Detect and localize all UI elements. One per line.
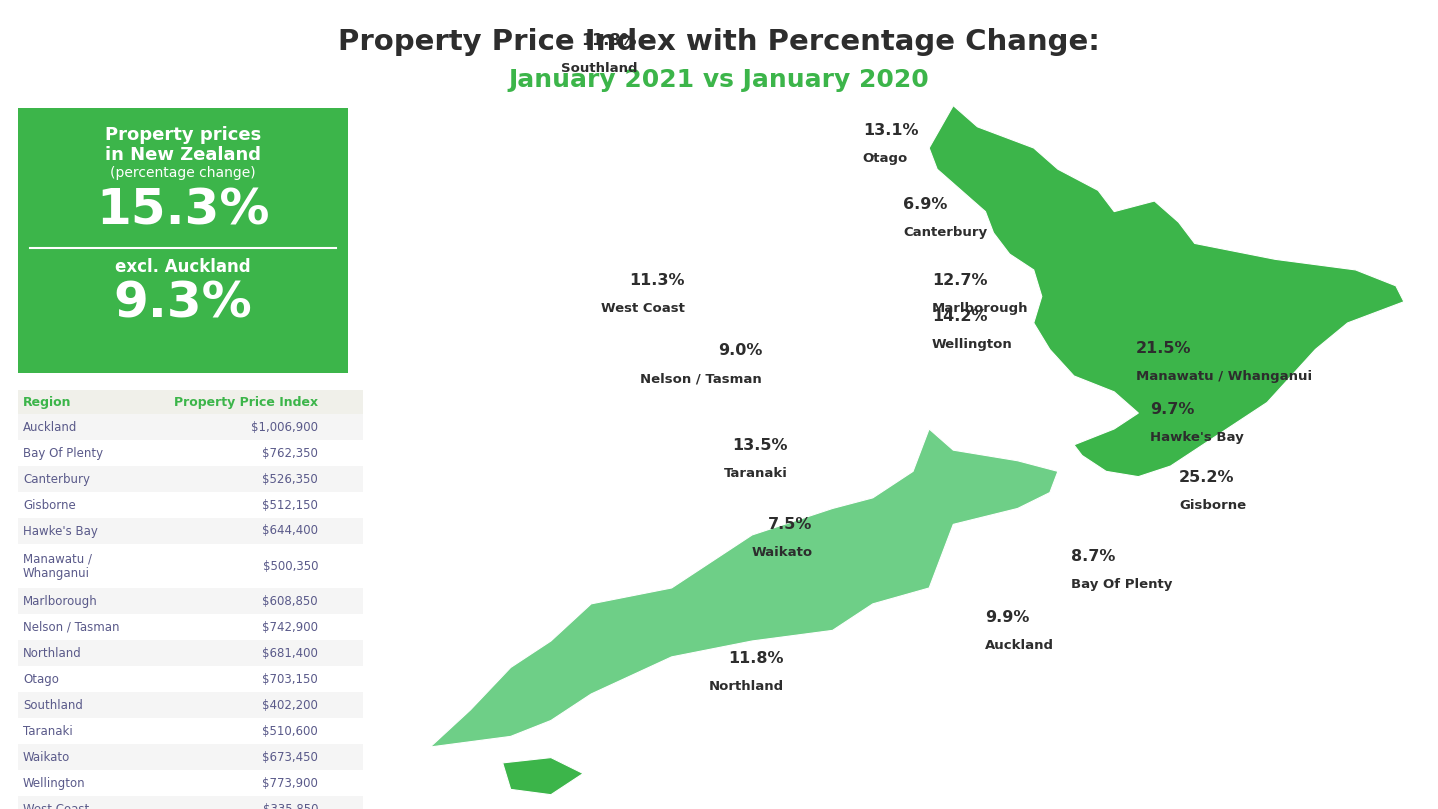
Text: 9.7%: 9.7% (1150, 402, 1195, 417)
Text: Northland: Northland (23, 646, 82, 659)
Text: Otago: Otago (863, 152, 907, 165)
FancyBboxPatch shape (19, 666, 362, 693)
FancyBboxPatch shape (19, 718, 362, 744)
Text: Marlborough: Marlborough (932, 302, 1028, 315)
Text: 15.3%: 15.3% (96, 186, 270, 234)
FancyBboxPatch shape (19, 390, 362, 414)
Text: Wellington: Wellington (932, 338, 1012, 351)
Text: $510,600: $510,600 (262, 725, 318, 738)
Text: $762,350: $762,350 (262, 447, 318, 460)
Text: Canterbury: Canterbury (903, 226, 988, 239)
Text: Northland: Northland (709, 680, 784, 693)
FancyBboxPatch shape (19, 614, 362, 640)
Text: $703,150: $703,150 (262, 673, 318, 686)
Text: West Coast: West Coast (23, 803, 89, 809)
FancyBboxPatch shape (19, 744, 362, 770)
Text: $681,400: $681,400 (262, 646, 318, 659)
Text: Wellington: Wellington (23, 777, 86, 790)
Text: 14.2%: 14.2% (932, 309, 988, 324)
Text: in New Zealand: in New Zealand (105, 146, 262, 164)
Text: Southland: Southland (23, 699, 83, 712)
Text: 9.0%: 9.0% (718, 343, 762, 358)
Text: Gisborne: Gisborne (23, 498, 76, 511)
Text: Bay Of Plenty: Bay Of Plenty (1071, 578, 1172, 591)
Text: $608,850: $608,850 (262, 595, 318, 608)
Text: $512,150: $512,150 (262, 498, 318, 511)
Text: 21.5%: 21.5% (1136, 341, 1192, 356)
Text: Nelson / Tasman: Nelson / Tasman (23, 621, 119, 633)
Text: $773,900: $773,900 (262, 777, 318, 790)
Text: 9.9%: 9.9% (985, 610, 1030, 625)
Text: Nelson / Tasman: Nelson / Tasman (640, 372, 762, 385)
Text: Hawke's Bay: Hawke's Bay (23, 524, 98, 537)
Text: 13.5%: 13.5% (732, 438, 788, 453)
Text: Auckland: Auckland (985, 639, 1054, 652)
Text: (percentage change): (percentage change) (111, 166, 256, 180)
Text: Southland: Southland (561, 62, 637, 75)
Text: Otago: Otago (23, 673, 59, 686)
Text: 25.2%: 25.2% (1179, 470, 1235, 485)
Text: 11.3%: 11.3% (628, 273, 684, 288)
Text: Property prices: Property prices (105, 126, 262, 144)
FancyBboxPatch shape (19, 492, 362, 518)
Text: January 2021 vs January 2020: January 2021 vs January 2020 (509, 68, 929, 92)
Text: 11.8%: 11.8% (728, 650, 784, 666)
Text: Hawke's Bay: Hawke's Bay (1150, 431, 1244, 444)
FancyBboxPatch shape (19, 640, 362, 666)
Text: Taranaki: Taranaki (23, 725, 73, 738)
FancyBboxPatch shape (19, 544, 362, 588)
Text: Region: Region (23, 396, 72, 409)
Text: Manawatu / Whanganui: Manawatu / Whanganui (1136, 370, 1311, 383)
Text: Auckland: Auckland (23, 421, 78, 434)
Text: Waikato: Waikato (23, 751, 70, 764)
FancyBboxPatch shape (19, 796, 362, 809)
Text: 6.9%: 6.9% (903, 197, 948, 212)
Text: $742,900: $742,900 (262, 621, 318, 633)
Text: 7.5%: 7.5% (768, 517, 812, 532)
Text: $526,350: $526,350 (262, 472, 318, 485)
Text: $1,006,900: $1,006,900 (252, 421, 318, 434)
Text: Waikato: Waikato (751, 546, 812, 559)
Text: West Coast: West Coast (601, 302, 684, 315)
FancyBboxPatch shape (19, 108, 348, 373)
Text: Marlborough: Marlborough (23, 595, 98, 608)
FancyBboxPatch shape (19, 518, 362, 544)
Text: excl. Auckland: excl. Auckland (115, 258, 250, 276)
Text: 11.8%: 11.8% (581, 33, 637, 49)
Text: $335,850: $335,850 (263, 803, 318, 809)
Text: 9.3%: 9.3% (114, 280, 253, 328)
Text: 12.7%: 12.7% (932, 273, 988, 288)
Text: Taranaki: Taranaki (725, 467, 788, 480)
FancyBboxPatch shape (19, 466, 362, 492)
Text: $673,450: $673,450 (262, 751, 318, 764)
FancyBboxPatch shape (19, 414, 362, 440)
Text: Manawatu /
Whanganui: Manawatu / Whanganui (23, 552, 92, 580)
Text: Bay Of Plenty: Bay Of Plenty (23, 447, 104, 460)
FancyBboxPatch shape (19, 770, 362, 796)
Text: Canterbury: Canterbury (23, 472, 91, 485)
Text: 8.7%: 8.7% (1071, 549, 1116, 565)
Text: $402,200: $402,200 (262, 699, 318, 712)
FancyBboxPatch shape (19, 693, 362, 718)
FancyBboxPatch shape (19, 588, 362, 614)
Text: Gisborne: Gisborne (1179, 499, 1247, 512)
Polygon shape (929, 106, 1403, 477)
Text: $500,350: $500,350 (263, 560, 318, 573)
Text: $644,400: $644,400 (262, 524, 318, 537)
FancyBboxPatch shape (19, 440, 362, 466)
Text: Property Price Index with Percentage Change:: Property Price Index with Percentage Cha… (338, 28, 1100, 56)
Polygon shape (430, 429, 1058, 747)
Text: Property Price Index: Property Price Index (174, 396, 318, 409)
Text: 13.1%: 13.1% (863, 123, 919, 138)
Polygon shape (503, 757, 584, 794)
